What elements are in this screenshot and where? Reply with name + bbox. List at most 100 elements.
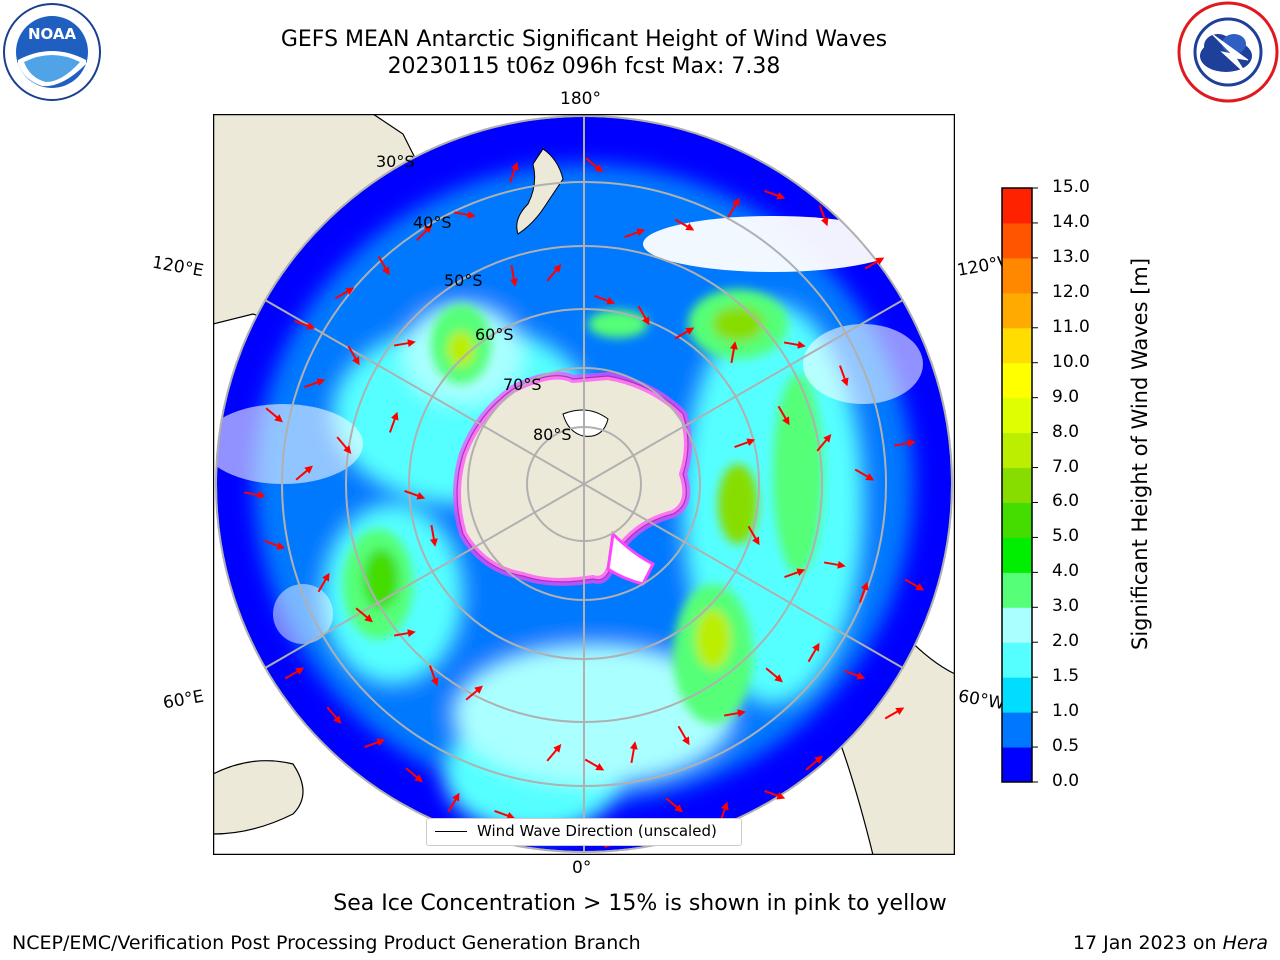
colorbar-swatch (1002, 712, 1032, 748)
wind-wave-arrow (747, 525, 760, 546)
wind-wave-arrow (723, 709, 746, 718)
colorbar-tick-label: 9.0 (1052, 386, 1080, 407)
colorbar-swatch (1002, 607, 1032, 643)
lat-label-80s: 80°S (533, 425, 572, 444)
wind-wave-arrow (317, 572, 330, 593)
wind-wave-arrow (734, 438, 756, 449)
wind-wave-arrow (858, 581, 869, 603)
wind-wave-arrow (393, 339, 416, 348)
wind-wave-arrow (326, 706, 342, 724)
wind-wave-arrow (465, 685, 483, 701)
wind-wave-arrow (294, 319, 316, 330)
wind-wave-arrow (727, 197, 740, 218)
wind-wave-arrow (546, 264, 562, 282)
wind-wave-arrow (388, 411, 399, 433)
footer-machine: Hera (1222, 932, 1268, 954)
lat-label-50s: 50°S (444, 271, 483, 290)
lat-label-40s: 40°S (413, 213, 452, 232)
wind-wave-arrow (336, 436, 352, 454)
wind-wave-arrow (355, 607, 373, 623)
colorbar-tick-label: 14.0 (1052, 211, 1090, 232)
lon-label-top: 180° (560, 89, 601, 109)
lon-label-120e: 120°E (150, 252, 206, 282)
wind-wave-arrow (508, 161, 519, 183)
wind-wave-arrow (783, 340, 806, 349)
wind-wave-arrow (447, 792, 460, 813)
svg-text:NOAA: NOAA (28, 25, 77, 43)
colorbar-tick-label: 5.0 (1052, 526, 1080, 547)
colorbar-tick-label: 8.0 (1052, 421, 1080, 442)
wind-wave-arrow (854, 468, 875, 481)
wind-wave-arrow (584, 758, 605, 771)
wind-wave-arrow (585, 157, 603, 173)
noaa-logo: NOAA (3, 3, 101, 101)
colorbar-tick-label: 0.0 (1052, 771, 1080, 791)
sea-ice-caption: Sea Ice Concentration > 15% is shown in … (333, 891, 947, 916)
lon-label-60e: 60°E (161, 686, 206, 714)
wind-wave-arrow (393, 629, 416, 638)
legend-line (435, 831, 467, 832)
colorbar-swatch (1002, 327, 1032, 364)
colorbar-tick-label: 6.0 (1052, 491, 1080, 512)
colorbar-swatch (1002, 362, 1032, 399)
wind-wave-arrow (334, 287, 355, 300)
colorbar-tick-label: 7.0 (1052, 456, 1080, 477)
colorbar-tick-label: 13.0 (1052, 246, 1090, 267)
wind-wave-arrow (347, 345, 360, 366)
colorbar-tick-label: 15.0 (1052, 177, 1090, 197)
wind-wave-arrow (677, 725, 690, 746)
wind-wave-arrow (904, 578, 925, 591)
wind-wave-arrow (784, 568, 806, 579)
wind-wave-arrow (594, 294, 616, 305)
colorbar-swatch (1002, 292, 1032, 329)
map-legend: Wind Wave Direction (unscaled) (426, 818, 742, 846)
lon-label-60w: 60°W (956, 686, 1004, 714)
wind-wave-arrow (509, 264, 518, 287)
colorbar-swatch (1002, 537, 1032, 573)
wind-wave-arrow (729, 341, 738, 364)
footer-date-text: 17 Jan 2023 on (1072, 932, 1223, 954)
colorbar-tick-label: 10.0 (1052, 351, 1090, 372)
wind-wave-arrow (304, 378, 326, 389)
wind-wave-arrow (429, 524, 438, 547)
wind-wave-arrow (637, 305, 650, 326)
polar-map (213, 114, 955, 855)
wind-wave-arrow (764, 189, 786, 200)
colorbar-tick-label: 12.0 (1052, 281, 1090, 302)
wind-wave-arrow (864, 257, 885, 270)
colorbar-tick-label: 1.5 (1052, 666, 1080, 687)
legend-label: Wind Wave Direction (unscaled) (477, 822, 717, 840)
wind-wave-arrow (764, 789, 786, 800)
wind-wave-arrow (264, 539, 286, 550)
wind-wave-arrow (844, 669, 866, 680)
lat-label-30s: 30°S (376, 152, 415, 171)
colorbar-swatch (1002, 677, 1032, 713)
wind-wave-arrow (674, 218, 695, 231)
colorbar-tick-label: 11.0 (1052, 316, 1090, 337)
colorbar-tick-label: 0.5 (1052, 736, 1080, 757)
lat-label-70s: 70°S (503, 375, 542, 394)
colorbar-swatch (1002, 432, 1032, 469)
lon-label-120w: 120°W (955, 253, 1005, 281)
colorbar-swatch (1002, 642, 1032, 678)
colorbar-tick-label: 3.0 (1052, 596, 1080, 617)
wind-wave-arrow (818, 205, 829, 227)
wind-wave-arrow (816, 434, 832, 452)
wind-wave-arrow (364, 738, 386, 749)
wind-wave-arrow (838, 365, 849, 387)
colorbar-tick-label: 4.0 (1052, 561, 1080, 582)
wind-wave-arrow (665, 797, 683, 813)
colorbar-swatch (1002, 397, 1032, 434)
colorbar-label: Significant Height of Wind Waves [m] (1128, 257, 1152, 650)
wind-wave-arrow (415, 224, 433, 242)
wind-wave-arrows (243, 157, 925, 849)
wind-wave-arrow (546, 744, 562, 762)
wind-wave-arrow (284, 667, 305, 680)
wind-wave-arrow (674, 327, 695, 340)
wind-wave-arrow (404, 489, 426, 500)
colorbar-swatch (1002, 188, 1032, 224)
colorbar-tick-label: 1.0 (1052, 701, 1080, 722)
colorbar (1001, 187, 1038, 783)
wind-wave-arrow (295, 465, 313, 481)
wind-wave-arrow (765, 667, 783, 683)
